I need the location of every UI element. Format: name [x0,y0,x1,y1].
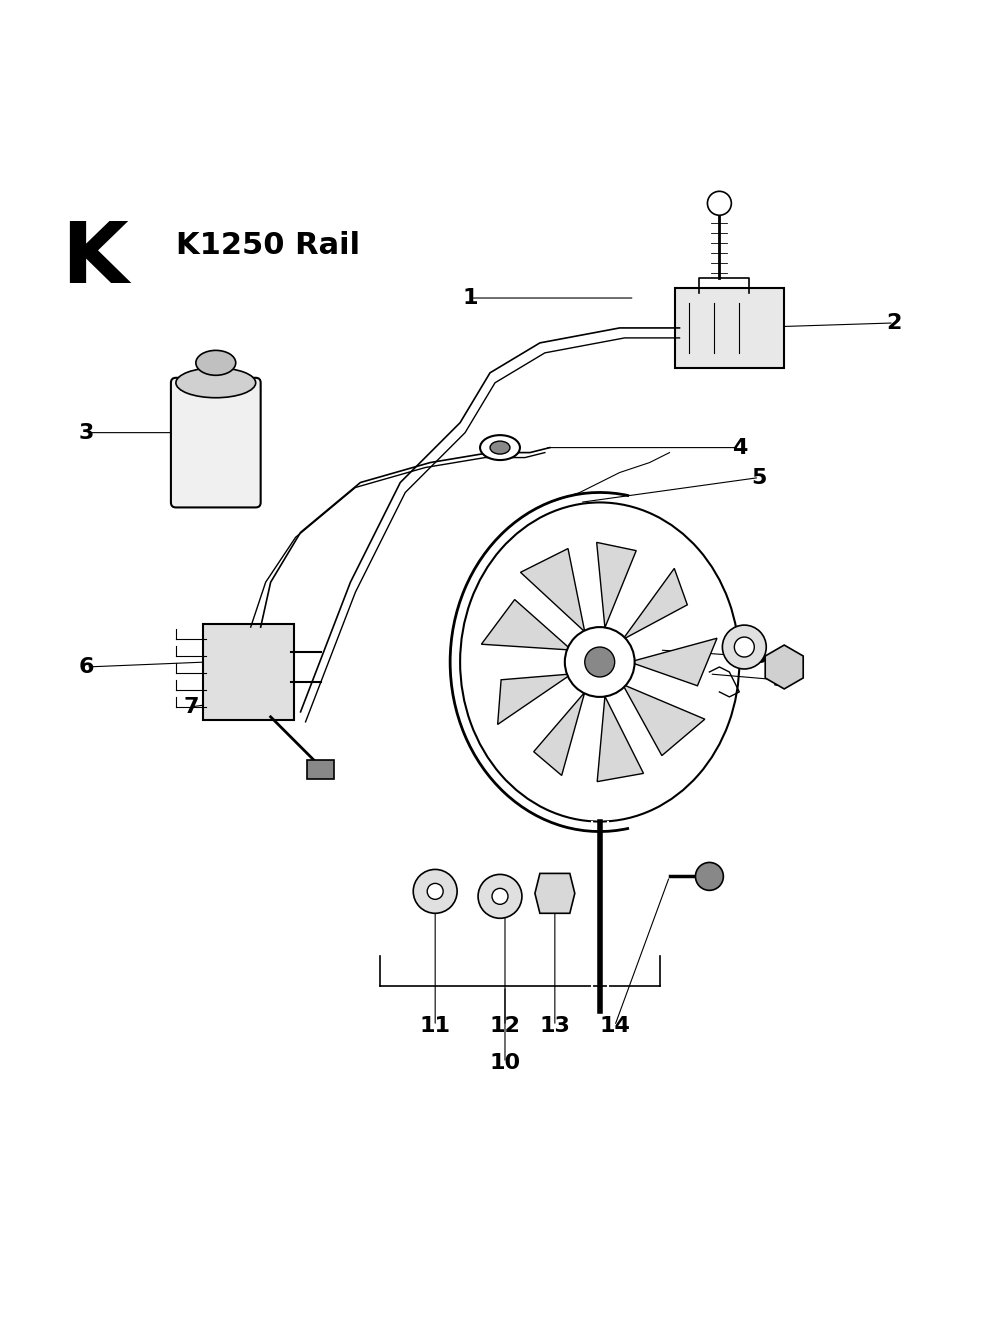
Circle shape [492,888,508,904]
Ellipse shape [480,436,520,459]
Polygon shape [520,548,585,632]
Polygon shape [597,543,636,628]
Text: 2: 2 [886,312,902,332]
Circle shape [695,862,723,890]
Text: 13: 13 [539,1016,570,1035]
Circle shape [427,883,443,899]
Polygon shape [535,874,575,914]
Text: K1250 Rail: K1250 Rail [176,232,360,261]
Polygon shape [623,685,705,756]
Text: 14: 14 [599,1016,630,1035]
Text: 3: 3 [78,422,94,442]
Polygon shape [630,638,717,686]
Polygon shape [481,600,572,650]
Polygon shape [534,692,585,776]
Circle shape [478,874,522,919]
Circle shape [734,637,754,657]
Text: 7: 7 [183,696,199,716]
Circle shape [707,191,731,216]
Ellipse shape [176,368,256,397]
Circle shape [565,628,635,696]
Text: 4: 4 [732,438,747,458]
Circle shape [585,647,615,677]
Text: 8: 8 [752,647,767,667]
Circle shape [413,870,457,914]
Polygon shape [597,696,644,781]
Ellipse shape [196,351,236,375]
Text: 12: 12 [490,1016,520,1035]
Text: K: K [61,218,128,302]
Ellipse shape [490,441,510,454]
Text: 6: 6 [78,657,94,677]
Circle shape [722,625,766,669]
Text: 10: 10 [489,1053,521,1072]
Polygon shape [623,568,687,639]
FancyBboxPatch shape [171,377,261,507]
Text: 1: 1 [462,289,478,308]
FancyBboxPatch shape [203,624,294,720]
Text: 5: 5 [752,467,767,487]
Text: 11: 11 [420,1016,451,1035]
FancyBboxPatch shape [675,289,784,368]
Text: 9: 9 [772,670,787,690]
Polygon shape [498,674,572,724]
FancyBboxPatch shape [307,760,334,779]
